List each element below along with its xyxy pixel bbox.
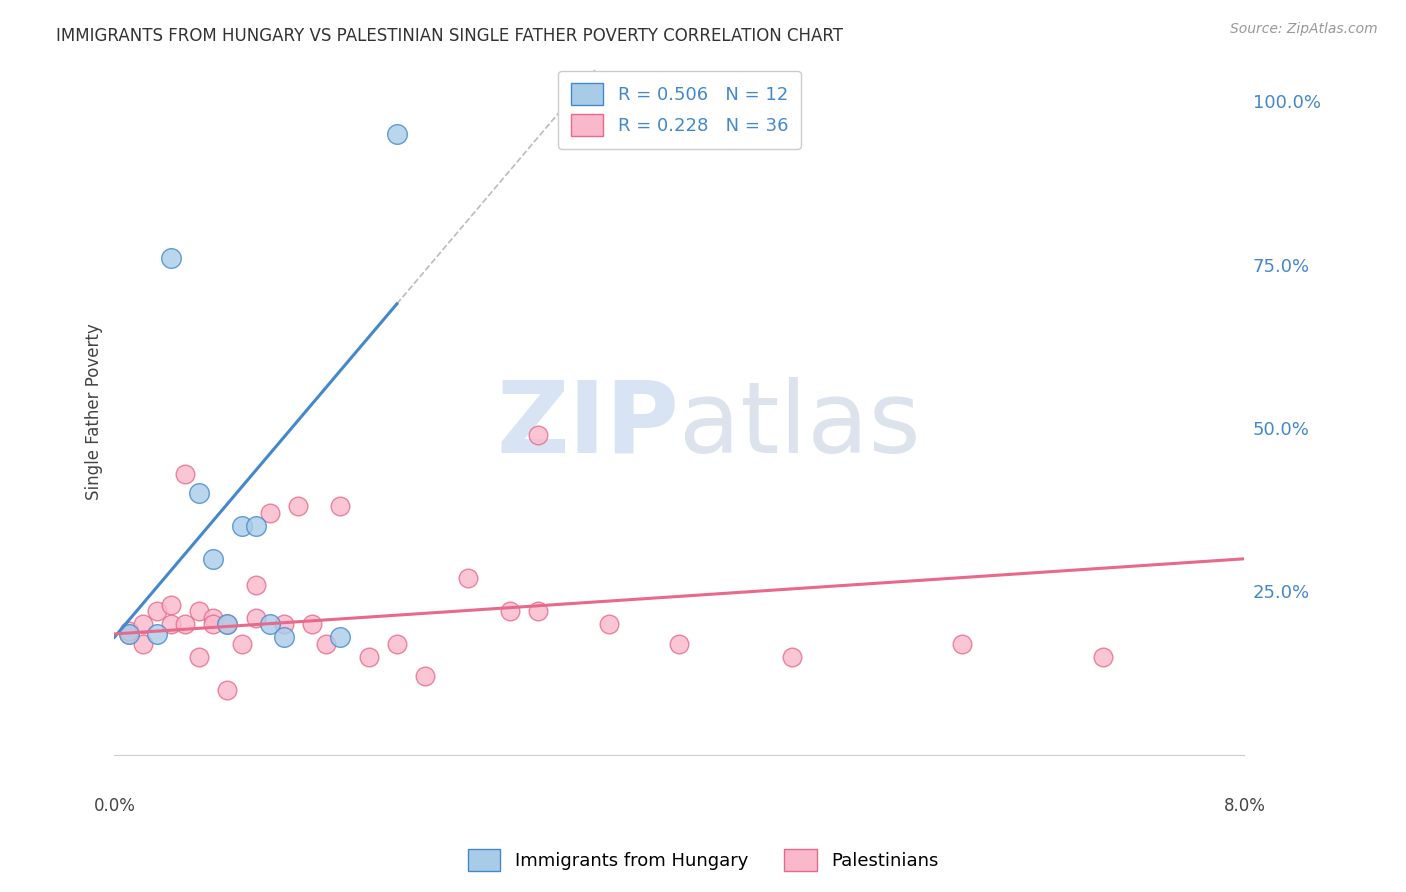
Text: atlas: atlas: [679, 377, 921, 474]
Point: [245, 578, 267, 592]
Point: [117, 624, 139, 638]
Point: [1092, 649, 1115, 664]
Point: [117, 627, 139, 641]
Point: [668, 637, 690, 651]
Point: [259, 506, 281, 520]
Point: [160, 251, 183, 265]
Point: [174, 617, 197, 632]
Point: [160, 598, 183, 612]
Point: [273, 617, 295, 632]
Point: [527, 427, 550, 442]
Point: [329, 500, 352, 514]
Point: [457, 571, 479, 585]
Point: [217, 617, 239, 632]
Point: [329, 630, 352, 644]
Point: [231, 519, 253, 533]
Point: [217, 682, 239, 697]
Point: [217, 617, 239, 632]
Point: [146, 604, 169, 618]
Point: [499, 604, 522, 618]
Point: [117, 627, 139, 641]
Point: [301, 617, 323, 632]
Point: [782, 649, 804, 664]
Point: [273, 630, 295, 644]
Point: [131, 637, 153, 651]
Text: Source: ZipAtlas.com: Source: ZipAtlas.com: [1230, 22, 1378, 37]
Text: IMMIGRANTS FROM HUNGARY VS PALESTINIAN SINGLE FATHER POVERTY CORRELATION CHART: IMMIGRANTS FROM HUNGARY VS PALESTINIAN S…: [56, 27, 844, 45]
Point: [231, 637, 253, 651]
Text: 0.0%: 0.0%: [93, 797, 135, 814]
Point: [413, 669, 436, 683]
Legend: R = 0.506   N = 12, R = 0.228   N = 36: R = 0.506 N = 12, R = 0.228 N = 36: [558, 70, 801, 149]
Point: [131, 617, 153, 632]
Y-axis label: Single Father Poverty: Single Father Poverty: [86, 323, 103, 500]
Point: [315, 637, 337, 651]
Point: [202, 610, 225, 624]
Point: [188, 604, 211, 618]
Point: [950, 637, 973, 651]
Point: [357, 649, 380, 664]
Text: ZIP: ZIP: [496, 377, 679, 474]
Point: [259, 617, 281, 632]
Point: [598, 617, 620, 632]
Point: [245, 610, 267, 624]
Point: [146, 627, 169, 641]
Point: [160, 617, 183, 632]
Point: [287, 500, 309, 514]
Point: [202, 551, 225, 566]
Point: [385, 637, 408, 651]
Point: [385, 127, 408, 141]
Text: 8.0%: 8.0%: [1223, 797, 1265, 814]
Legend: Immigrants from Hungary, Palestinians: Immigrants from Hungary, Palestinians: [460, 842, 946, 879]
Point: [188, 649, 211, 664]
Point: [188, 486, 211, 500]
Point: [245, 519, 267, 533]
Point: [527, 604, 550, 618]
Point: [174, 467, 197, 481]
Point: [202, 617, 225, 632]
